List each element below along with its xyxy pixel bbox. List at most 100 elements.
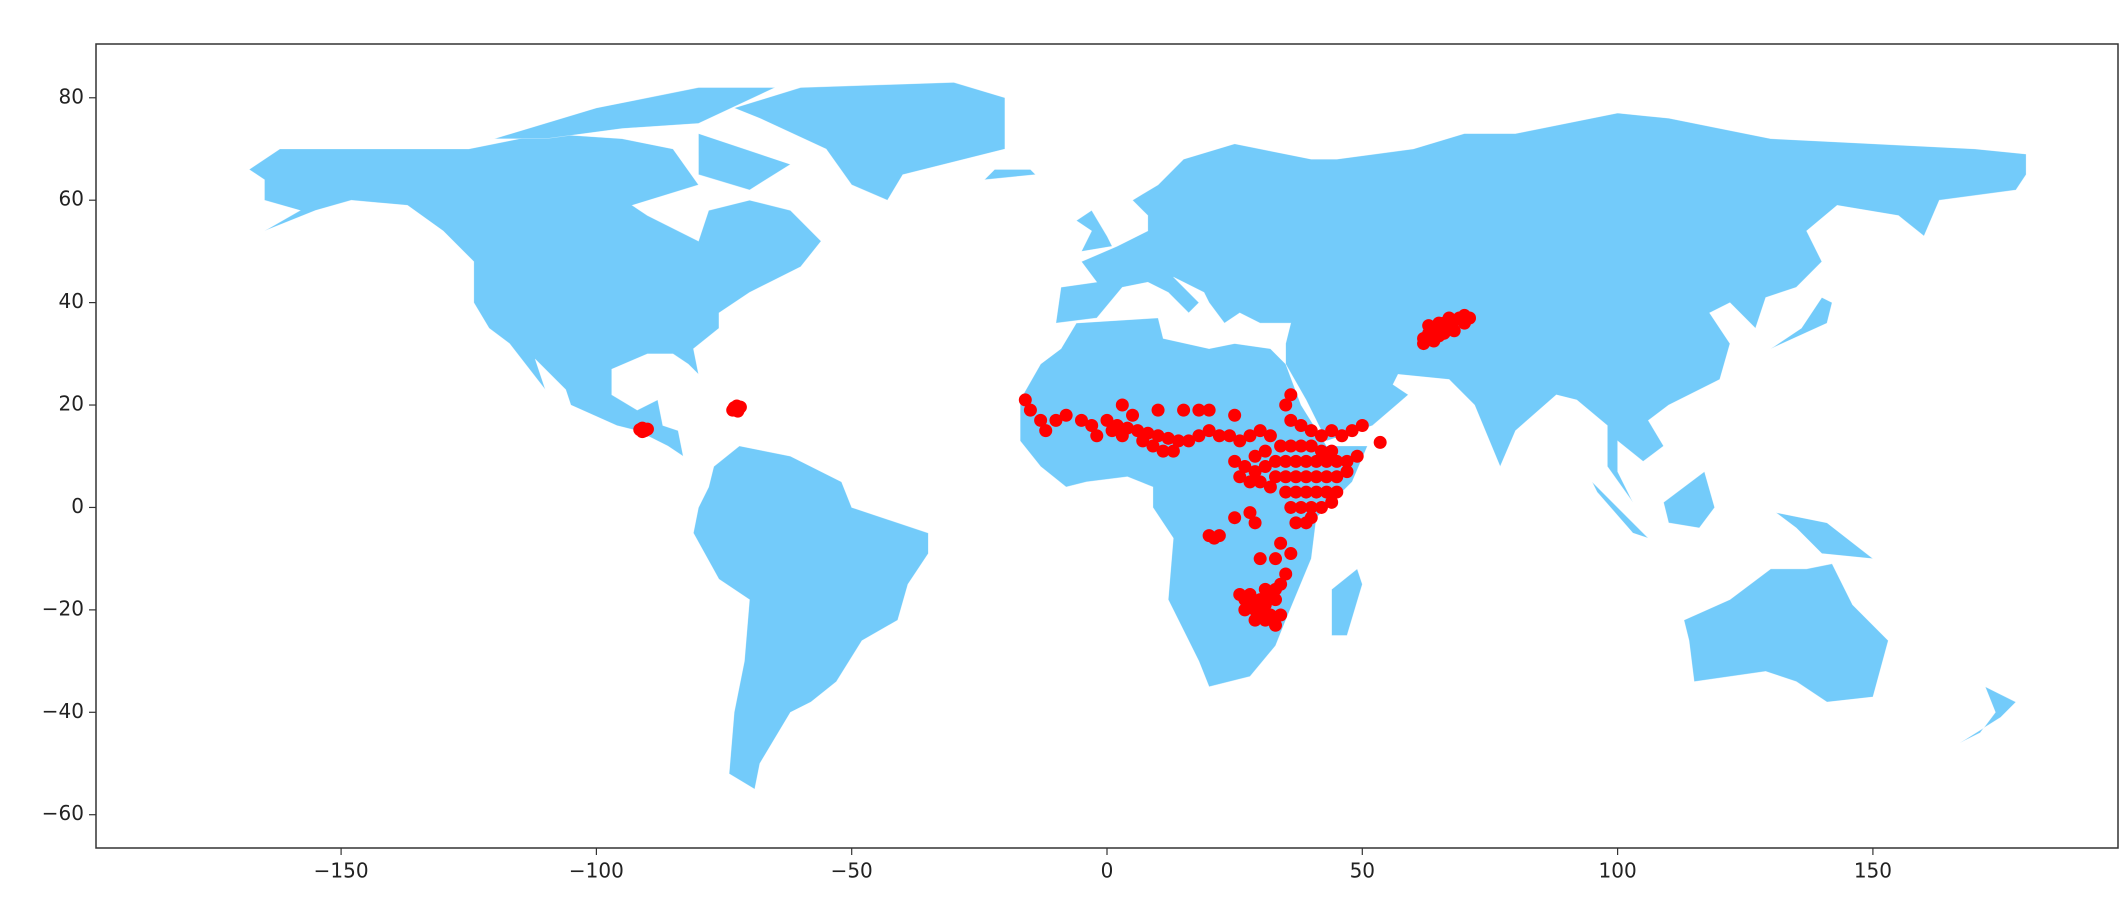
point — [1299, 470, 1313, 484]
landmass — [698, 133, 792, 191]
x-tick-label: −50 — [831, 859, 873, 883]
point — [1274, 439, 1288, 453]
point — [1248, 516, 1262, 530]
point — [1126, 408, 1140, 422]
point — [1330, 454, 1344, 468]
point — [1136, 434, 1150, 448]
point — [1284, 439, 1298, 453]
point — [1279, 567, 1293, 581]
points — [633, 308, 1477, 632]
point — [1284, 388, 1298, 402]
x-tick-label: 100 — [1599, 859, 1637, 883]
point — [1417, 337, 1431, 351]
point — [1325, 444, 1339, 458]
point — [1340, 454, 1354, 468]
landmass — [1770, 297, 1833, 349]
point — [1325, 424, 1339, 438]
point — [1018, 393, 1032, 407]
x-tick-label: 150 — [1854, 859, 1892, 883]
point — [1309, 470, 1323, 484]
point — [1248, 465, 1262, 479]
point — [1090, 429, 1104, 443]
point — [1335, 429, 1349, 443]
point — [1304, 511, 1318, 525]
point — [1243, 506, 1257, 520]
point — [1258, 459, 1272, 473]
point — [1131, 424, 1145, 438]
point — [1253, 424, 1267, 438]
y-tick-label: −20 — [42, 596, 84, 620]
point — [1422, 319, 1436, 333]
point — [1177, 403, 1191, 417]
point — [1202, 424, 1216, 438]
point — [1253, 475, 1267, 489]
point — [1228, 511, 1242, 525]
landmass — [248, 133, 822, 467]
point — [1304, 439, 1318, 453]
y-tick-label: −40 — [42, 699, 84, 723]
point — [1105, 424, 1119, 438]
y-tick-label: 20 — [59, 392, 84, 416]
point — [1223, 429, 1237, 443]
point — [1279, 454, 1293, 468]
point — [1269, 454, 1282, 468]
point — [1228, 454, 1242, 468]
point — [1192, 403, 1206, 417]
point — [1269, 582, 1282, 596]
point — [635, 425, 649, 439]
point — [1284, 413, 1298, 427]
landmass — [1055, 112, 2027, 503]
landmass — [693, 445, 929, 790]
point — [1115, 398, 1129, 412]
point — [1355, 419, 1369, 433]
point — [1345, 424, 1359, 438]
point — [1049, 413, 1063, 427]
point — [1447, 324, 1461, 338]
point — [1258, 444, 1272, 458]
point — [1085, 419, 1099, 433]
point — [1299, 485, 1313, 499]
point — [1258, 613, 1272, 627]
point — [1263, 480, 1277, 494]
landmass — [1683, 563, 1889, 703]
point — [1151, 403, 1165, 417]
point — [1284, 500, 1298, 514]
y-tick-label: 0 — [71, 494, 84, 518]
point — [1330, 485, 1344, 499]
point — [1156, 444, 1170, 458]
land — [248, 82, 2027, 790]
point — [1059, 408, 1073, 422]
point — [1248, 449, 1262, 463]
point — [1289, 454, 1303, 468]
y-tick-label: −60 — [42, 801, 84, 825]
point — [1233, 434, 1247, 448]
landmass — [1775, 512, 1874, 560]
point — [1202, 403, 1216, 417]
point — [1269, 552, 1282, 566]
y-tick-label: 60 — [59, 187, 84, 211]
point — [1238, 603, 1252, 617]
point — [733, 400, 747, 414]
point — [1309, 485, 1323, 499]
landmass — [1591, 481, 1649, 539]
point — [1192, 429, 1206, 443]
point — [1034, 413, 1048, 427]
x-tick-label: 0 — [1101, 859, 1114, 883]
point — [1100, 413, 1114, 427]
point — [1228, 408, 1242, 422]
landmass — [1331, 568, 1363, 636]
point — [1289, 516, 1303, 530]
point — [1274, 608, 1288, 622]
point — [1151, 429, 1165, 443]
point — [1294, 439, 1308, 453]
point — [1279, 470, 1293, 484]
point — [1325, 495, 1339, 509]
point — [1212, 529, 1226, 543]
point — [1263, 429, 1277, 443]
point — [1269, 618, 1282, 632]
landmass — [1075, 210, 1113, 252]
point — [1294, 419, 1308, 433]
point — [1284, 547, 1298, 561]
